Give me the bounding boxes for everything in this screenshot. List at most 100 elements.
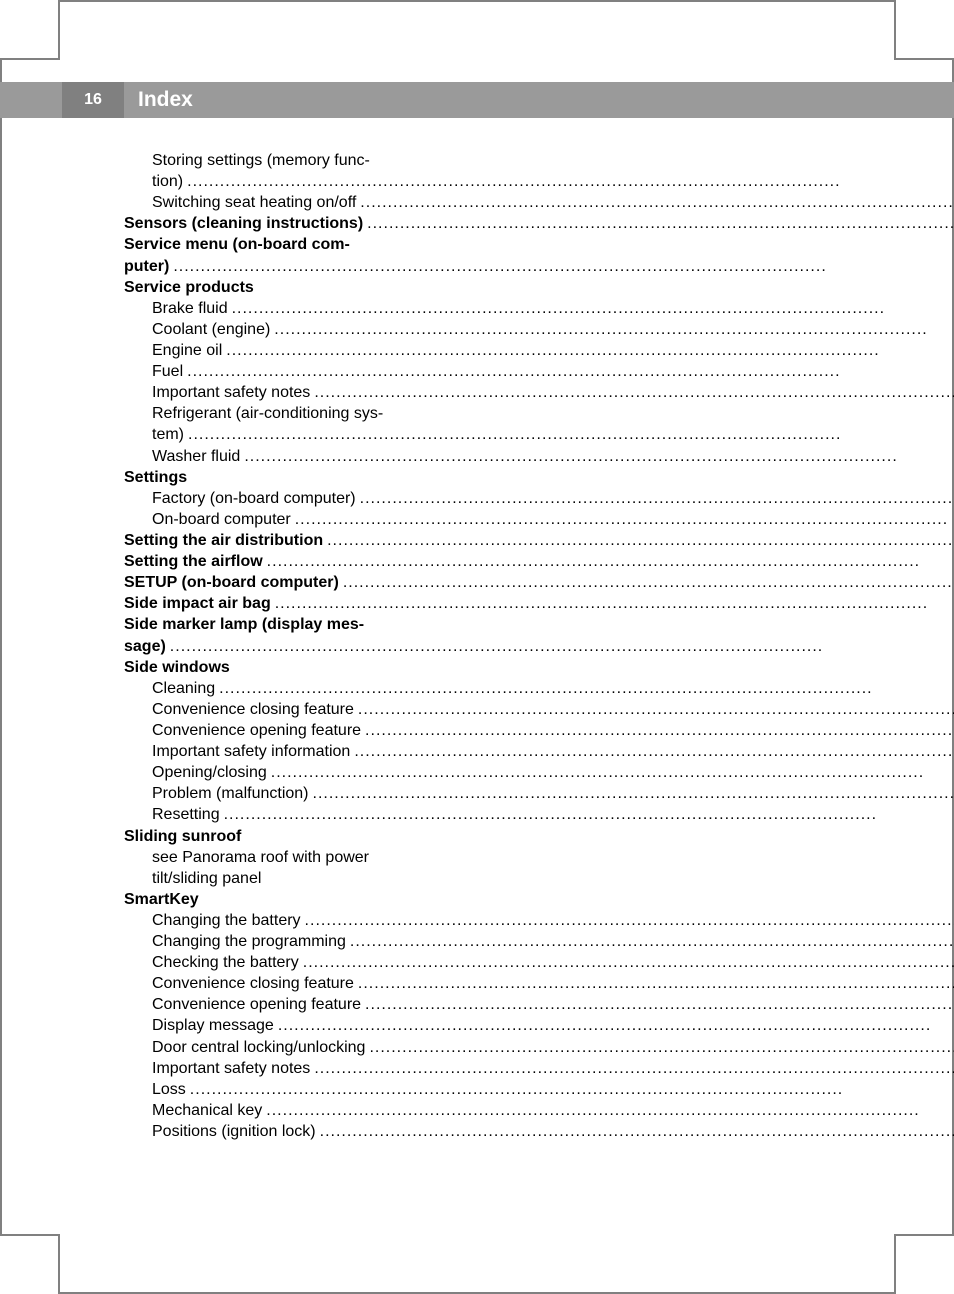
index-entry: Service menu (on-board com- [124, 234, 954, 255]
leader-dots [327, 530, 954, 551]
index-entry-label: Convenience closing feature [152, 699, 354, 720]
index-entry-label: Important safety notes [152, 382, 310, 403]
leader-dots [320, 1121, 954, 1142]
index-entry-label: Opening/closing [152, 762, 267, 783]
index-entry-label: SmartKey [124, 889, 199, 910]
index-entry-label: Side windows [124, 657, 230, 678]
index-entry-label: Changing the programming [152, 931, 346, 952]
leader-dots [365, 994, 954, 1015]
header-bar: 16 Index [0, 82, 954, 118]
index-entry-label: Setting the air distribution [124, 530, 323, 551]
leader-dots [173, 256, 954, 277]
leader-dots [226, 340, 954, 361]
index-entry-label: Convenience closing feature [152, 973, 354, 994]
index-entry-label: Loss [152, 1079, 186, 1100]
index-entry-label: Cleaning [152, 678, 215, 699]
leader-dots [266, 1100, 954, 1121]
index-entry-label: Service products [124, 277, 254, 298]
index-entry-label: Setting the airflow [124, 551, 263, 572]
leader-dots [295, 509, 954, 530]
leader-dots [358, 973, 954, 994]
index-entry: tilt/sliding panel [124, 868, 954, 889]
index-entry: Sliding sunroof [124, 826, 954, 847]
crop-mark-tl [0, 0, 60, 60]
index-entry: Resetting88 [124, 804, 954, 825]
leader-dots [187, 361, 954, 382]
index-entry: Washer fluid352 [124, 446, 954, 467]
leader-dots [314, 1058, 954, 1079]
index-left-column: Storing settings (memory func-tion)105Sw… [124, 150, 954, 1194]
index-entry-label: Problem (malfunction) [152, 783, 309, 804]
leader-dots [314, 382, 954, 403]
index-entry-label: Switching seat heating on/off [152, 192, 356, 213]
leader-dots [224, 804, 954, 825]
index-entry-label: Side impact air bag [124, 593, 271, 614]
index-entry-label: Washer fluid [152, 446, 240, 467]
leader-dots [367, 213, 954, 234]
leader-dots [271, 762, 954, 783]
leader-dots [360, 192, 954, 213]
index-entry-label: tilt/sliding panel [152, 868, 261, 889]
leader-dots [232, 298, 954, 319]
index-entry: Changing the battery78 [124, 910, 954, 931]
index-entry: Convenience closing feature88 [124, 973, 954, 994]
index-entry: On-board computer207 [124, 509, 954, 530]
index-entry: puter)207 [124, 256, 954, 277]
index-entry-label: Convenience opening feature [152, 720, 361, 741]
index-entry: Coolant (engine)351 [124, 319, 954, 340]
leader-dots [244, 446, 954, 467]
index-entry: Setting the airflow132 [124, 551, 954, 572]
index-entry-label: Important safety notes [152, 1058, 310, 1079]
index-entry: Checking the battery78 [124, 952, 954, 973]
leader-dots [365, 720, 954, 741]
index-entry-label: Brake fluid [152, 298, 228, 319]
index-entry-label: Side marker lamp (display mes- [124, 614, 364, 635]
leader-dots [187, 171, 954, 192]
index-entry: SETUP (on-board computer)211 [124, 572, 954, 593]
leader-dots [350, 931, 954, 952]
index-entry: Important safety notes347 [124, 382, 954, 403]
index-entry: Convenience opening feature88 [124, 720, 954, 741]
index-entry-label: tem) [152, 424, 184, 445]
index-entry: see Panorama roof with power [124, 847, 954, 868]
leader-dots [188, 424, 954, 445]
leader-dots [343, 572, 954, 593]
section-title: Index [138, 88, 193, 112]
index-entry: Convenience closing feature88 [124, 699, 954, 720]
index-entry-label: Changing the battery [152, 910, 301, 931]
crop-mark-bl [0, 1234, 60, 1294]
leader-dots [354, 741, 954, 762]
index-entry-label: Mechanical key [152, 1100, 262, 1121]
index-entry-label: Convenience opening feature [152, 994, 361, 1015]
page-number: 16 [62, 82, 124, 118]
index-entry-label: Display message [152, 1015, 274, 1036]
index-entry: Storing settings (memory func- [124, 150, 954, 171]
leader-dots [275, 593, 954, 614]
index-entry-label: Service menu (on-board com- [124, 234, 350, 255]
index-entry: Changing the programming77 [124, 931, 954, 952]
index-entry-label: Coolant (engine) [152, 319, 270, 340]
leader-dots [190, 1079, 954, 1100]
index-entry: Switching seat heating on/off101 [124, 192, 954, 213]
index-entry: tem)352 [124, 424, 954, 445]
index-entry: Side impact air bag46 [124, 593, 954, 614]
index-entry-label: Sensors (cleaning instructions) [124, 213, 363, 234]
index-entry: Mechanical key77 [124, 1100, 954, 1121]
leader-dots [278, 1015, 954, 1036]
leader-dots [219, 678, 954, 699]
index-entry-label: puter) [124, 256, 169, 277]
index-entry: Refrigerant (air-conditioning sys- [124, 403, 954, 424]
index-entry-label: Factory (on-board computer) [152, 488, 356, 509]
index-entry-label: SETUP (on-board computer) [124, 572, 339, 593]
crop-mark-tr [894, 0, 954, 60]
index-entry: Loss80 [124, 1079, 954, 1100]
leader-dots [369, 1037, 954, 1058]
index-entry: Sensors (cleaning instructions)291 [124, 213, 954, 234]
index-entry: Side windows [124, 657, 954, 678]
index-entry-label: see Panorama roof with power [152, 847, 369, 868]
index-entry-label: Door central locking/unlocking [152, 1037, 365, 1058]
index-entry-label: Refrigerant (air-conditioning sys- [152, 403, 383, 424]
index-entry: Service products [124, 277, 954, 298]
index-entry: Positions (ignition lock)141 [124, 1121, 954, 1142]
index-entry-label: Positions (ignition lock) [152, 1121, 316, 1142]
